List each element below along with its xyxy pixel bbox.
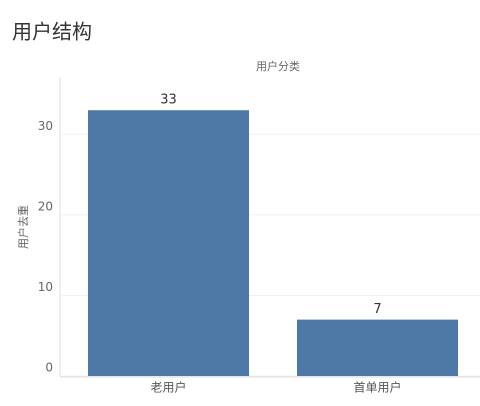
value-label: 33 <box>160 93 177 108</box>
heading: 用户结构 <box>12 20 92 44</box>
x-tick-label: 老用户 <box>150 380 186 395</box>
bar <box>297 319 458 376</box>
chart-title: 用户分类 <box>256 59 300 73</box>
y-axis-label: 用户去重 <box>16 205 30 249</box>
value-label: 7 <box>373 302 381 317</box>
y-tick-label: 0 <box>45 361 53 375</box>
y-tick-label: 10 <box>38 280 53 294</box>
x-tick-label: 首单用户 <box>353 380 401 395</box>
y-tick-label: 20 <box>38 199 53 213</box>
bar <box>88 110 249 376</box>
y-tick-label: 30 <box>38 119 53 133</box>
